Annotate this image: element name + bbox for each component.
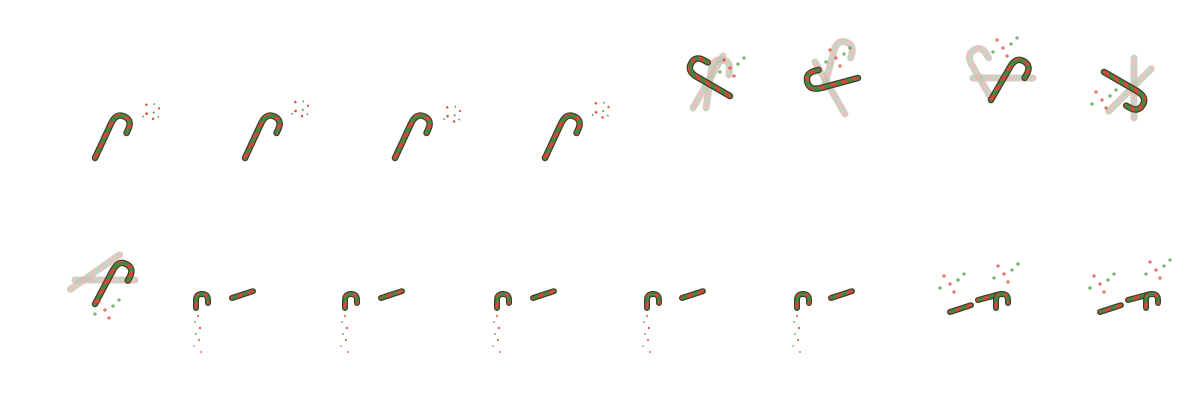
sprite-frame-13: [642, 291, 703, 353]
sprite-frame-12: [492, 291, 554, 353]
sprite-frame-2: [245, 97, 313, 174]
sprite-frame-4: [545, 98, 614, 175]
sprite-frame-11: [340, 291, 402, 353]
sprite-frame-7: [966, 35, 1033, 109]
sprite-frame-9: [70, 255, 135, 321]
sprite-frame-15: [937, 261, 1021, 312]
sprite-frame-3: [395, 102, 465, 176]
sprite-frame-8: [1089, 58, 1151, 118]
sprite-frame-16: [1087, 257, 1173, 312]
sprite-frame-5: [687, 55, 747, 110]
sprite-frame-1: [95, 99, 164, 175]
sprite-frame-14: [792, 291, 852, 353]
sprite-frame-6: [805, 40, 858, 114]
sprite-frame-10: [193, 291, 253, 353]
